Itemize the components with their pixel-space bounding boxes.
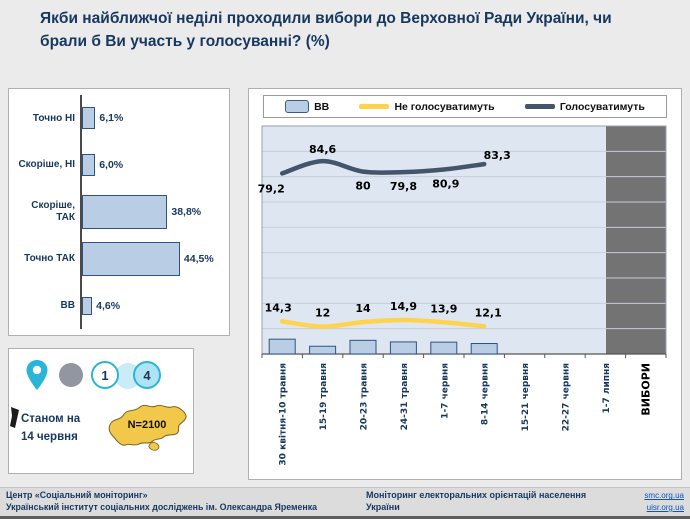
will_vote-point-label: 84,6 bbox=[309, 143, 336, 156]
bar-value-label: 6,1% bbox=[99, 112, 124, 125]
legend-label-will-vote: Голосуватимуть bbox=[559, 100, 645, 113]
ukraine-map-icon bbox=[108, 404, 187, 451]
bar-row: Точно НІ 6,1% bbox=[11, 95, 225, 142]
uisr-link[interactable]: uisr.org.ua bbox=[646, 503, 684, 512]
bar-track: 38,8% bbox=[80, 188, 225, 236]
sample-size-label: N=2100 bbox=[127, 419, 167, 431]
vv-bar bbox=[389, 341, 417, 355]
as-of-line2: 14 червня bbox=[21, 430, 78, 443]
bar-value-label: 44,5% bbox=[183, 252, 214, 265]
will_vote-point-label: 80 bbox=[355, 180, 371, 193]
bar-track: 6,0% bbox=[80, 141, 225, 189]
x-category-label: 15-19 травня bbox=[319, 363, 329, 431]
smc-link[interactable]: smc.org.ua bbox=[644, 491, 684, 501]
gray-dot-icon bbox=[59, 363, 83, 387]
will_not_vote-point-label: 14,3 bbox=[265, 301, 292, 314]
bar bbox=[82, 154, 96, 177]
bar-category-label: Точно ТАК bbox=[24, 253, 75, 265]
bar bbox=[82, 107, 96, 130]
vv-bar bbox=[268, 338, 296, 355]
bar-category-label: ВВ bbox=[60, 299, 75, 311]
will_vote-point-label: 80,9 bbox=[432, 178, 459, 191]
bar-category-label: Точно НІ bbox=[32, 112, 75, 124]
bar bbox=[82, 296, 93, 315]
footer-organizations: Центр «Соціальний моніторинг» Українськи… bbox=[6, 490, 358, 514]
will_vote-point-label: 79,8 bbox=[390, 180, 417, 193]
will_not_vote-point-label: 13,9 bbox=[430, 302, 457, 315]
vv-bar bbox=[430, 341, 458, 355]
will_not_vote-line bbox=[279, 317, 487, 329]
will_not_vote-point-label: 12 bbox=[315, 307, 330, 320]
pen-icon bbox=[10, 407, 19, 428]
badge-circle-4: 4 bbox=[133, 361, 161, 389]
vv-bar bbox=[470, 343, 498, 355]
yellow-line-swatch-icon bbox=[359, 104, 390, 109]
survey-info-box: 1 4 Станом на 14 червня N=2100 bbox=[8, 348, 194, 474]
bar-chart-panel: Точно НІ 6,1% Скоріше, НІ 6,0% Скоріше, ТАК 3… bbox=[8, 88, 230, 336]
x-category-label: 8-14 червня bbox=[481, 363, 491, 425]
bar-value-label: 38,8% bbox=[171, 205, 202, 218]
x-category-label: 24-31 травня bbox=[400, 363, 410, 431]
x-category-label: 1-7 липня bbox=[602, 363, 612, 414]
bar bbox=[82, 241, 180, 276]
bar-value-label: 4,6% bbox=[96, 299, 121, 312]
bar-category-label: Скоріше, ТАК bbox=[31, 200, 75, 223]
location-pin-icon bbox=[26, 360, 48, 390]
bar-row: Скоріше, НІ 6,0% bbox=[11, 141, 225, 189]
dark-line-swatch-icon bbox=[524, 104, 555, 109]
footer: Центр «Соціальний моніторинг» Українськи… bbox=[0, 487, 690, 519]
legend-label-will-not-vote: Не голосуватимуть bbox=[394, 100, 495, 113]
footer-links: smc.org.ua uisr.org.ua bbox=[644, 490, 684, 513]
x-category-label: 22-27 червня bbox=[562, 363, 572, 432]
as-of-date-label: Станом на 14 червня bbox=[21, 411, 80, 447]
legend-label-vv: ВВ bbox=[314, 100, 330, 113]
badge-circle-1: 1 bbox=[91, 361, 119, 389]
bar bbox=[82, 194, 168, 229]
chart-legend: ВВ Не голосуватимуть Голосуватимуть bbox=[263, 95, 667, 118]
elections-band bbox=[606, 126, 666, 354]
x-category-label: ВИБОРИ bbox=[639, 363, 652, 416]
bar-row: Скоріше, ТАК 38,8% bbox=[11, 188, 225, 236]
legend-item-will-vote: Голосуватимуть bbox=[524, 100, 645, 113]
footer-project-title: Моніторинг електоральних орієнтацій насе… bbox=[366, 490, 587, 512]
x-category-label: 20-23 травня bbox=[360, 363, 370, 431]
vv-bar bbox=[309, 345, 337, 355]
bar-track: 6,1% bbox=[80, 95, 225, 142]
will_not_vote-point-label: 12,1 bbox=[475, 306, 502, 319]
legend-item-will-not-vote: Не голосуватимуть bbox=[359, 100, 495, 113]
bar-value-label: 6,0% bbox=[99, 159, 124, 172]
bar-chart-rows: Точно НІ 6,1% Скоріше, НІ 6,0% Скоріше, ТАК 3… bbox=[11, 95, 225, 329]
x-category-label: 15-21 червня bbox=[521, 363, 531, 432]
line-chart-panel: ВВ Не голосуватимуть Голосуватимуть 79,2… bbox=[248, 88, 682, 480]
bar-track: 44,5% bbox=[80, 235, 225, 283]
footer-org-1: Центр «Соціальний моніторинг» bbox=[6, 490, 148, 501]
x-category-label: 1-7 червня bbox=[440, 363, 450, 419]
bar-track: 4,6% bbox=[80, 282, 225, 329]
as-of-line1: Станом на bbox=[21, 413, 81, 425]
footer-org-2: Український інститут соціальних дослідже… bbox=[6, 502, 317, 512]
will_vote-line bbox=[279, 158, 487, 176]
will_not_vote-point-label: 14 bbox=[355, 302, 371, 315]
x-category-label: 30 квітня-10 травня bbox=[278, 363, 289, 466]
bar-row: ВВ 4,6% bbox=[11, 282, 225, 329]
legend-item-vv: ВВ bbox=[285, 100, 329, 113]
will_not_vote-point-label: 14,9 bbox=[390, 300, 417, 313]
bar-category-label: Скоріше, НІ bbox=[18, 159, 75, 171]
vv-bar-swatch-icon bbox=[285, 100, 310, 113]
vv-bar bbox=[349, 339, 377, 355]
will_vote-point-label: 83,3 bbox=[484, 149, 511, 162]
line-chart: 79,2 84,6 80 79,8 80,9 83,3 14,3 12 14 14,9 13,9 12… bbox=[258, 125, 667, 466]
will_vote-point-label: 79,2 bbox=[258, 182, 285, 195]
page-title: Якби найближчої неділі проходили вибори … bbox=[40, 10, 612, 51]
bar-row: Точно ТАК 44,5% bbox=[11, 235, 225, 283]
